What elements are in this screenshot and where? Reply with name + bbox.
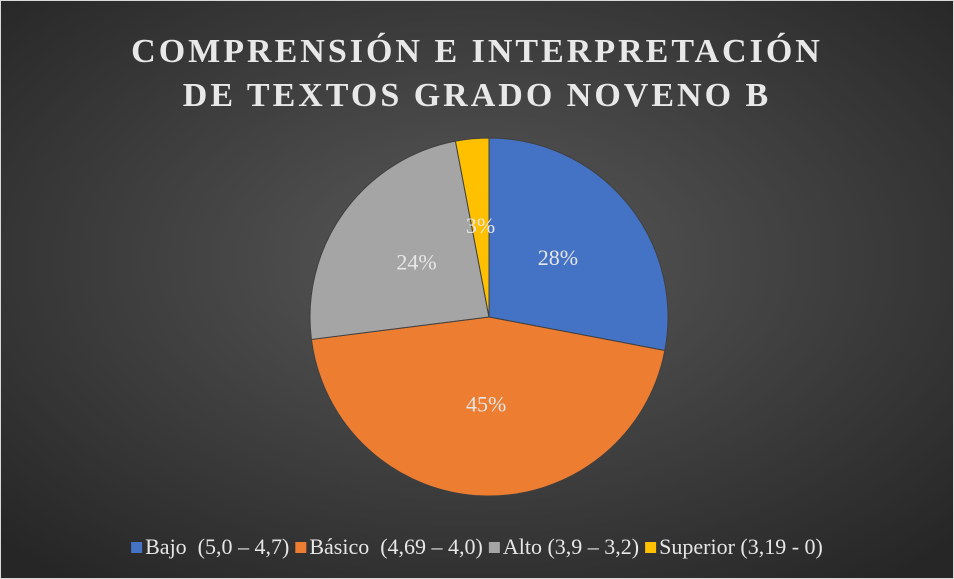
pie-slice — [454, 137, 490, 318]
legend-label: Básico (4,69 – 4,0) — [309, 534, 483, 559]
data-label: 45% — [466, 392, 506, 417]
data-label: 3% — [466, 213, 495, 238]
legend-swatch — [645, 542, 657, 553]
chart-title: COMPRENSIÓN E INTERPRETACIÓN DE TEXTOS G… — [131, 33, 823, 114]
legend-swatch — [488, 542, 500, 553]
legend-label: Bajo (5,0 – 4,7) — [145, 534, 289, 559]
legend-swatch — [295, 542, 307, 553]
legend-label: Superior (3,19 - 0) — [659, 534, 823, 559]
pie-slice — [488, 137, 669, 352]
data-label: 28% — [538, 245, 578, 270]
data-label: 24% — [396, 249, 436, 274]
pie-slice — [310, 316, 666, 497]
legend-label: Alto (3,9 – 3,2) — [503, 534, 639, 559]
legend-swatch — [131, 542, 143, 553]
pie-slice — [309, 140, 490, 340]
